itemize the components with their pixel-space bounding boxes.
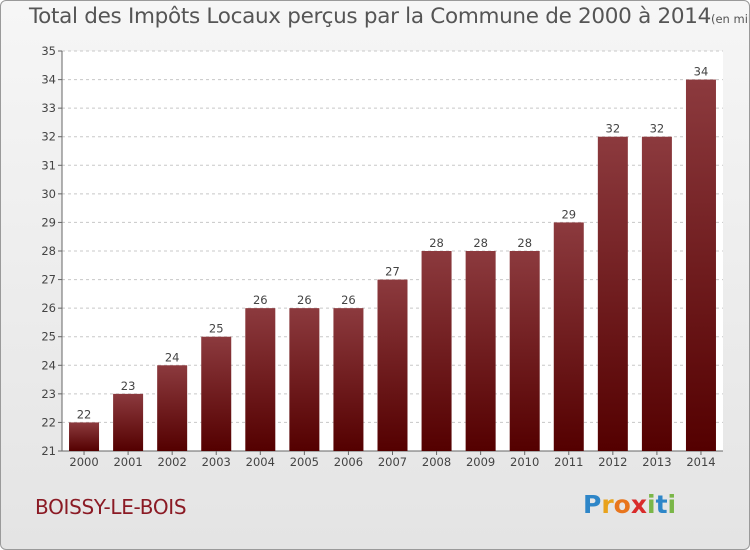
bar-2014 [685,79,716,452]
bar-2005 [289,308,320,451]
data-label: 22 [77,407,92,421]
data-label: 26 [297,293,312,307]
x-tick-label: 2005 [290,455,319,469]
x-tick-label: 2008 [422,455,451,469]
bar-2011 [553,222,584,451]
data-label: 26 [341,293,356,307]
brand-logo[interactable]: Proxiti [583,490,676,519]
x-tick-label: 2013 [642,455,671,469]
y-tick-label: 24 [41,358,56,372]
commune-name: BOISSY-LE-BOIS [35,495,187,519]
data-label: 25 [209,322,224,336]
chart-title-line: Total des Impôts Locaux perçus par la Co… [29,4,749,29]
y-tick-label: 34 [41,73,56,87]
brand-letter: i [647,490,656,519]
brand-letter: t [655,490,668,519]
brand-letter: P [583,490,602,519]
bar-2002 [157,365,188,451]
x-tick-label: 2012 [598,455,627,469]
y-tick-label: 27 [41,273,56,287]
y-tick-label: 26 [41,301,56,315]
y-tick-label: 33 [41,101,56,115]
chart-title: Total des Impôts Locaux perçus par la Co… [29,4,711,29]
x-tick-label: 2003 [202,455,231,469]
data-label: 29 [561,207,576,221]
bar-2013 [641,136,672,451]
y-tick-label: 25 [41,330,56,344]
bar-2003 [201,336,232,451]
bar-2009 [465,251,496,451]
data-label: 32 [650,122,665,136]
bar-2006 [333,308,364,451]
brand-letter: r [601,490,614,519]
x-tick-label: 2014 [686,455,715,469]
data-label: 32 [606,122,621,136]
x-tick-label: 2001 [113,455,142,469]
data-label: 27 [385,265,400,279]
y-tick-label: 32 [41,130,56,144]
data-label: 23 [121,379,136,393]
brand-letter: o [613,490,631,519]
y-tick-label: 35 [41,44,56,58]
x-tick-label: 2009 [466,455,495,469]
data-label: 26 [253,293,268,307]
brand-letter: i [667,490,677,519]
x-tick-label: 2010 [510,455,539,469]
data-label: 34 [694,65,709,79]
bar-2004 [245,308,276,451]
bar-2001 [113,393,144,451]
bar-2008 [421,251,452,451]
x-tick-label: 2004 [246,455,275,469]
y-tick-label: 28 [41,244,56,258]
x-tick-label: 2007 [378,455,407,469]
y-tick-label: 22 [41,415,56,429]
chart-unit: (en milliers d'€) [711,12,749,26]
x-tick-label: 2000 [69,455,98,469]
x-tick-label: 2011 [554,455,583,469]
data-label: 28 [517,236,532,250]
bar-2000 [69,422,100,451]
y-tick-label: 21 [41,444,56,458]
y-tick-label: 29 [41,215,56,229]
brand-letter: x [630,490,647,519]
x-tick-label: 2002 [158,455,187,469]
y-tick-label: 31 [41,158,56,172]
bar-2012 [597,136,628,451]
y-tick-label: 23 [41,387,56,401]
data-label: 24 [165,350,180,364]
x-tick-label: 2006 [334,455,363,469]
bar-2010 [509,251,540,451]
y-tick-label: 30 [41,187,56,201]
data-label: 28 [473,236,488,250]
data-label: 28 [429,236,444,250]
bar-2007 [377,279,408,451]
